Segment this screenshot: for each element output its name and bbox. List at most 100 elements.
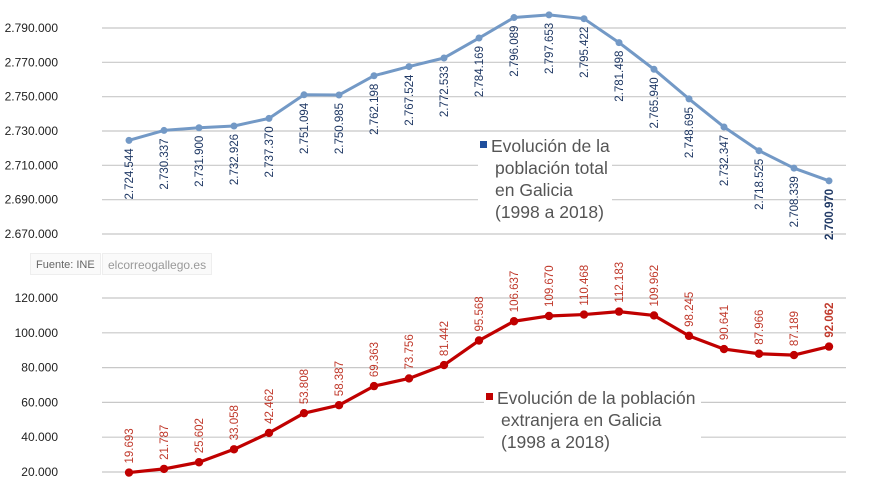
data-label: 2.767.524 xyxy=(404,74,416,126)
data-label: 2.724.544 xyxy=(124,148,136,200)
data-point xyxy=(545,11,553,19)
data-point xyxy=(789,350,799,360)
data-point xyxy=(300,91,308,99)
data-label: 2.700.970 xyxy=(824,189,836,240)
data-point xyxy=(755,147,763,155)
data-point xyxy=(754,349,764,358)
data-label: 2.732.926 xyxy=(229,134,241,185)
data-label: 109.670 xyxy=(544,265,556,307)
data-label: 2.784.169 xyxy=(474,46,486,97)
data-label: 112.183 xyxy=(614,262,626,303)
bottom-chart-series: 19.693 21.787 25.602 33.058 42.462 53.808 58.3… xyxy=(124,262,836,477)
y-tick-label: 100.000 xyxy=(15,326,59,340)
legend-line-4: (1998 a 2018) xyxy=(495,202,604,222)
data-point xyxy=(825,177,833,185)
data-label: 21.787 xyxy=(159,425,171,460)
legend-line-1: Evolución de la población xyxy=(486,387,695,409)
legend-line-2: población total xyxy=(495,158,608,178)
legend-foreign-population: Evolución de la población extranjera en … xyxy=(484,387,702,455)
legend-line-1: Evolución de la xyxy=(480,135,610,157)
data-point xyxy=(475,34,483,42)
data-label: 2.797.653 xyxy=(544,23,556,74)
data-point xyxy=(439,360,449,370)
y-tick-label: 2.730.000 xyxy=(5,124,59,138)
data-point xyxy=(370,72,378,80)
data-label: 98.245 xyxy=(684,292,696,327)
data-point xyxy=(230,122,238,130)
y-tick-label: 2.670.000 xyxy=(5,227,59,241)
y-tick-label: 2.750.000 xyxy=(5,90,59,104)
data-label: 58.387 xyxy=(334,361,346,396)
data-point xyxy=(474,336,484,345)
data-label: 2.748.695 xyxy=(684,107,696,158)
y-tick-label: 60.000 xyxy=(21,395,58,409)
data-label: 2.772.533 xyxy=(439,66,451,117)
y-tick-label: 2.710.000 xyxy=(5,158,59,172)
data-point xyxy=(195,124,203,132)
data-label: 87.966 xyxy=(754,310,766,345)
data-label: 2.781.498 xyxy=(614,51,626,102)
data-point xyxy=(440,54,448,62)
data-label: 42.462 xyxy=(264,389,276,424)
data-label: 109.962 xyxy=(649,265,661,307)
data-point xyxy=(510,14,518,22)
data-label: 95.568 xyxy=(474,296,486,331)
y-tick-label: 2.790.000 xyxy=(5,21,59,35)
y-tick-label: 2.690.000 xyxy=(5,193,59,207)
data-label: 90.641 xyxy=(719,305,731,340)
data-label: 2.762.198 xyxy=(369,84,381,135)
data-label: 19.693 xyxy=(124,428,136,463)
data-label: 2.718.525 xyxy=(754,159,766,210)
top-chart-y-axis: 2.670.000 2.690.000 2.710.000 2.730.000 2.75… xyxy=(5,21,59,241)
data-point xyxy=(124,468,134,477)
data-point xyxy=(790,164,798,172)
data-point xyxy=(684,331,694,341)
data-point xyxy=(125,136,133,144)
legend-swatch-blue xyxy=(480,140,487,148)
data-point xyxy=(160,126,168,134)
data-point xyxy=(615,39,623,47)
legend-total-population: Evolución de la población total en Galic… xyxy=(478,135,612,223)
data-point xyxy=(264,428,274,438)
data-point xyxy=(650,65,658,73)
data-point xyxy=(194,458,204,467)
data-label: 2.731.900 xyxy=(194,136,206,187)
data-label: 92.062 xyxy=(824,302,836,337)
data-label: 2.750.985 xyxy=(334,103,346,154)
data-label: 53.808 xyxy=(299,369,311,404)
data-point xyxy=(824,342,834,351)
legend-line-3: en Galicia xyxy=(495,180,573,200)
data-point xyxy=(719,344,729,354)
y-tick-label: 20.000 xyxy=(21,465,58,479)
legend-line-2: extranjera en Galicia xyxy=(501,410,662,430)
data-label: 25.602 xyxy=(194,418,206,453)
data-label: 73.756 xyxy=(404,334,416,369)
data-point xyxy=(614,307,624,316)
data-point xyxy=(579,310,589,319)
y-tick-label: 120.000 xyxy=(15,291,59,305)
data-label: 2.737.370 xyxy=(264,126,276,177)
data-label: 106.637 xyxy=(509,271,521,313)
top-chart-grid xyxy=(102,27,846,235)
data-label: 2.765.940 xyxy=(649,77,661,128)
data-label: 2.796.089 xyxy=(509,26,521,77)
data-point xyxy=(229,445,239,454)
data-label: 87.189 xyxy=(789,311,801,346)
site-label: elcorreogallego.es xyxy=(102,253,213,275)
data-label: 2.732.347 xyxy=(719,135,731,186)
y-tick-label: 40.000 xyxy=(21,430,58,444)
y-tick-label: 2.770.000 xyxy=(5,55,59,69)
data-label: 110.468 xyxy=(579,265,591,306)
legend-line-3: (1998 a 2018) xyxy=(501,432,610,452)
data-label: 81.442 xyxy=(439,321,451,356)
top-chart-series: 2.724.544 2.730.337 2.731.900 2.732.926 2.73… xyxy=(124,11,836,240)
data-point xyxy=(509,317,519,326)
y-tick-label: 80.000 xyxy=(21,361,58,375)
data-label: 2.708.339 xyxy=(789,176,801,227)
data-label: 33.058 xyxy=(229,405,241,440)
data-label: 2.751.094 xyxy=(299,102,311,154)
data-point xyxy=(335,91,343,99)
data-point xyxy=(685,95,693,103)
data-point xyxy=(720,123,728,131)
